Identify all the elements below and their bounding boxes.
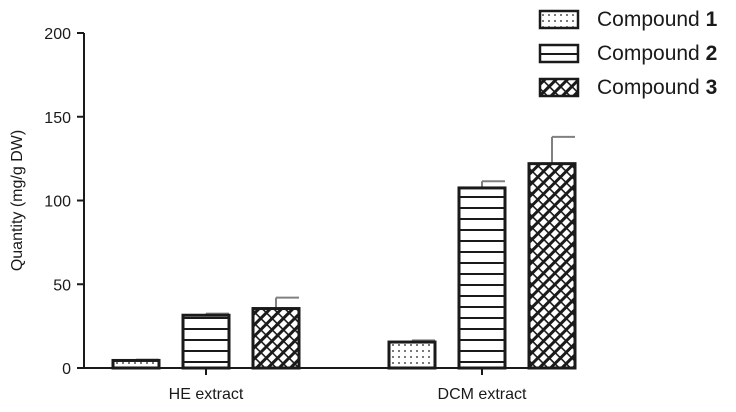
axes: 0 50 100 150 200 Quantity (mg/g DW) (9, 26, 575, 378)
x-tick-label: DCM extract (438, 386, 527, 403)
legend-label-number: 3 (706, 76, 718, 99)
legend-label-text: Compound (597, 8, 700, 31)
legend-label: Compound 2 (597, 42, 717, 65)
legend-label: Compound 3 (597, 76, 717, 99)
y-tick-label: 200 (44, 26, 71, 43)
y-axis-title: Quantity (mg/g DW) (9, 130, 26, 271)
legend-label-text: Compound (597, 76, 700, 99)
legend-label-number: 2 (706, 42, 718, 65)
legend-label-number: 1 (706, 8, 718, 31)
y-tick-label: 0 (62, 361, 71, 378)
bar-compound-2-he-extract (181, 313, 231, 370)
bar-compound-3-he-extract (251, 307, 301, 370)
bar-compound-3-dcm-extract (527, 162, 577, 370)
bar-compound-2-dcm-extract (457, 186, 507, 370)
legend-label-text: Compound (597, 42, 700, 65)
y-tick-label: 50 (53, 277, 71, 294)
bar-compound-1-he-extract (111, 358, 161, 370)
legend-swatch (538, 77, 580, 98)
y-tick-label: 100 (44, 194, 71, 211)
y-tick-label: 150 (44, 110, 71, 127)
legend-swatch (538, 9, 580, 30)
bars: HE extract DCM extract (111, 135, 577, 403)
x-tick-label: HE extract (169, 386, 244, 403)
legend-swatch (538, 43, 580, 64)
legend-label: Compound 1 (597, 8, 718, 31)
bar-compound-1-dcm-extract (387, 340, 437, 370)
